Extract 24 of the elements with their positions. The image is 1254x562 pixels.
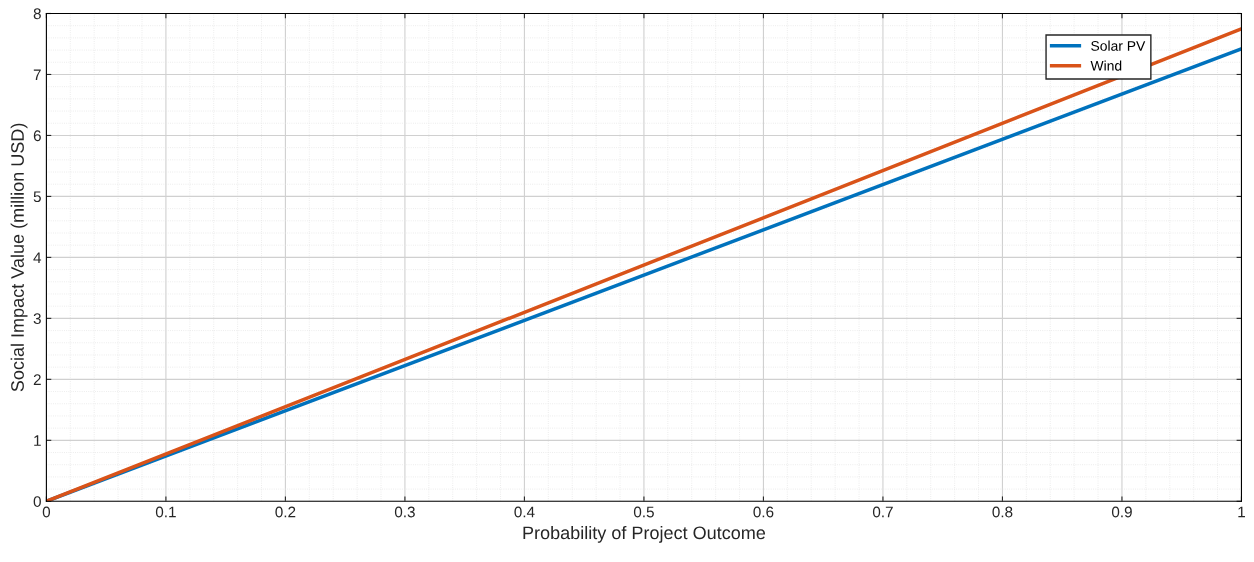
y-tick-label: 2 [33, 374, 41, 385]
y-tick-label: 4 [33, 252, 42, 263]
x-tick-label: 0.2 [275, 506, 296, 518]
x-tick-label: 0.7 [872, 506, 893, 518]
y-tick-label: 8 [33, 8, 41, 20]
y-axis-title: Social Impact Value (million USD) [10, 123, 28, 392]
y-tick-label: 6 [33, 130, 41, 142]
x-tick-label: 0 [42, 506, 51, 518]
y-tick-label: 3 [33, 313, 41, 325]
x-tick-label: 0.8 [992, 506, 1013, 518]
y-tick-label: 7 [33, 69, 41, 80]
legend-label: Solar PV [1091, 40, 1146, 51]
x-tick-label: 0.9 [1111, 506, 1132, 518]
x-tick-label: 0.4 [514, 506, 535, 518]
x-tick-label: 0.5 [633, 506, 654, 518]
legend-label: Wind [1090, 60, 1122, 71]
y-tick-label: 5 [33, 191, 41, 203]
x-axis-title: Probability of Project Outcome [523, 525, 766, 543]
x-tick-label: 1 [1238, 506, 1245, 518]
y-tick-label: 1 [34, 435, 41, 446]
x-tick-label: 0.6 [753, 506, 774, 518]
y-tick-label: 0 [33, 496, 41, 507]
x-tick-label: 0.1 [155, 506, 176, 518]
x-tick-label: 0.3 [394, 506, 415, 518]
